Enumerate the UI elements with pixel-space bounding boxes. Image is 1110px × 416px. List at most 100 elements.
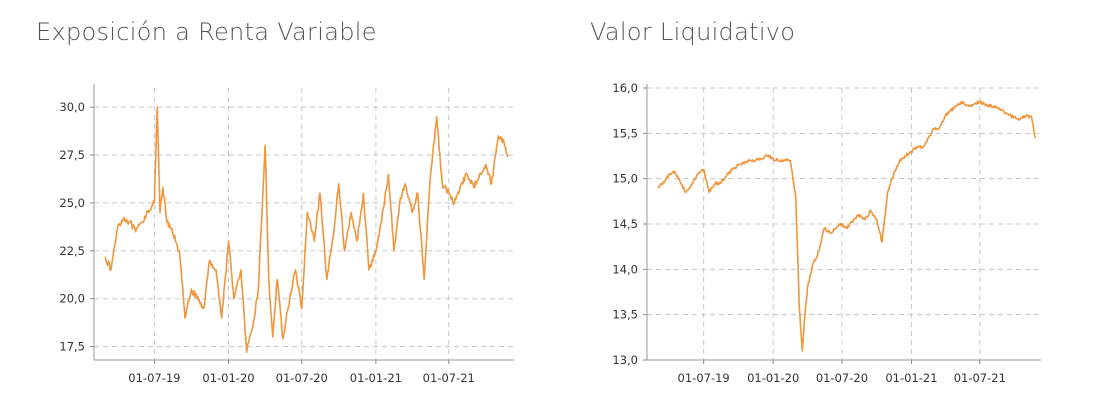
- data-point: [196, 298, 198, 300]
- data-point: [306, 211, 308, 213]
- x-tick-label: 01-07-20: [816, 371, 868, 385]
- data-point: [313, 240, 315, 242]
- data-point: [159, 211, 161, 213]
- data-point: [460, 183, 462, 185]
- x-tick-label: 01-07-19: [678, 371, 730, 385]
- data-point: [1019, 119, 1021, 121]
- series-line: [657, 99, 1037, 352]
- data-point: [208, 259, 210, 261]
- data-point: [996, 107, 998, 109]
- x-tick-label: 01-01-21: [350, 371, 402, 385]
- data-point: [473, 186, 475, 188]
- data-point: [497, 135, 499, 137]
- data-point: [691, 182, 693, 184]
- nav-panel: Valor Liquidativo 13,0 13,5 14,0 14,5 15,0 15…: [555, 0, 1110, 416]
- data-point: [393, 250, 395, 252]
- data-point: [772, 158, 774, 160]
- data-point: [356, 240, 358, 242]
- chart-title: Valor Liquidativo: [590, 18, 796, 46]
- data-point: [1002, 109, 1004, 111]
- data-point: [227, 240, 229, 242]
- data-point: [215, 269, 217, 271]
- data-point: [326, 278, 328, 280]
- chart-title: Exposición a Renta Variable: [36, 18, 377, 46]
- y-tick-label: 15,0: [612, 172, 638, 186]
- data-point: [714, 182, 716, 184]
- data-point: [387, 173, 389, 175]
- data-point: [696, 173, 698, 175]
- x-tick-label: 01-07-19: [128, 371, 180, 385]
- data-point: [731, 168, 733, 170]
- data-point: [662, 182, 664, 184]
- data-point: [795, 196, 797, 198]
- data-point: [362, 192, 364, 194]
- y-tick-label: 13,5: [612, 308, 638, 322]
- data-point: [251, 326, 253, 328]
- data-point: [933, 128, 935, 130]
- data-point: [886, 191, 888, 193]
- data-point: [916, 146, 918, 148]
- data-point: [240, 269, 242, 271]
- y-tick-label: 13,0: [612, 353, 638, 367]
- data-point: [938, 128, 940, 130]
- data-point: [245, 351, 247, 353]
- data-point: [350, 211, 352, 213]
- equity-exposure-chart: 17,5 20,0 22,5 25,0 27,5 30,0 01-07-19 01-01-20…: [59, 84, 514, 385]
- data-point: [749, 159, 751, 161]
- data-point: [1013, 116, 1015, 118]
- data-point: [979, 100, 981, 102]
- data-point: [122, 217, 124, 219]
- data-point: [922, 146, 924, 148]
- data-point: [117, 225, 119, 227]
- data-point: [656, 187, 658, 189]
- data-point: [685, 191, 687, 193]
- y-tick-label: 16,0: [612, 81, 638, 95]
- data-point: [156, 106, 158, 108]
- data-point: [507, 156, 509, 158]
- data-point: [961, 100, 963, 102]
- data-point: [162, 186, 164, 188]
- data-point: [737, 164, 739, 166]
- data-point: [804, 313, 806, 315]
- x-tick-label: 01-01-21: [885, 371, 937, 385]
- data-point: [276, 278, 278, 280]
- data-point: [869, 209, 871, 211]
- data-point: [134, 230, 136, 232]
- x-tick-label: 01-07-20: [276, 371, 328, 385]
- data-point: [984, 103, 986, 105]
- data-point: [282, 338, 284, 340]
- data-point: [743, 161, 745, 163]
- data-point: [453, 202, 455, 204]
- data-point: [153, 202, 155, 204]
- data-point: [441, 183, 443, 185]
- data-point: [829, 232, 831, 234]
- x-tick-label: 01-07-21: [954, 371, 1006, 385]
- grid: [647, 87, 1041, 361]
- data-point: [343, 250, 345, 252]
- data-point: [835, 227, 837, 229]
- data-point: [331, 240, 333, 242]
- equity-exposure-panel: Exposición a Renta Variable 17,5 20,0 22,5…: [0, 0, 540, 416]
- data-point: [852, 218, 854, 220]
- data-point: [404, 183, 406, 185]
- data-point: [679, 182, 681, 184]
- data-point: [789, 159, 791, 161]
- data-point: [147, 209, 149, 211]
- nav-chart: 13,0 13,5 14,0 14,5 15,0 15,5 16,0 01-07-19 01-0…: [612, 81, 1041, 385]
- data-point: [104, 255, 106, 257]
- grid: [94, 88, 514, 360]
- data-point: [338, 183, 340, 185]
- data-point: [904, 155, 906, 157]
- data-point: [881, 241, 883, 243]
- data-point: [272, 336, 274, 338]
- data-point: [141, 221, 143, 223]
- data-point: [184, 317, 186, 319]
- data-point: [294, 269, 296, 271]
- y-tick-label: 27,5: [59, 148, 85, 162]
- data-point: [702, 168, 704, 170]
- data-point: [466, 173, 468, 175]
- data-point: [375, 250, 377, 252]
- data-point: [708, 191, 710, 193]
- data-point: [719, 182, 721, 184]
- x-tick-label: 01-01-20: [202, 371, 254, 385]
